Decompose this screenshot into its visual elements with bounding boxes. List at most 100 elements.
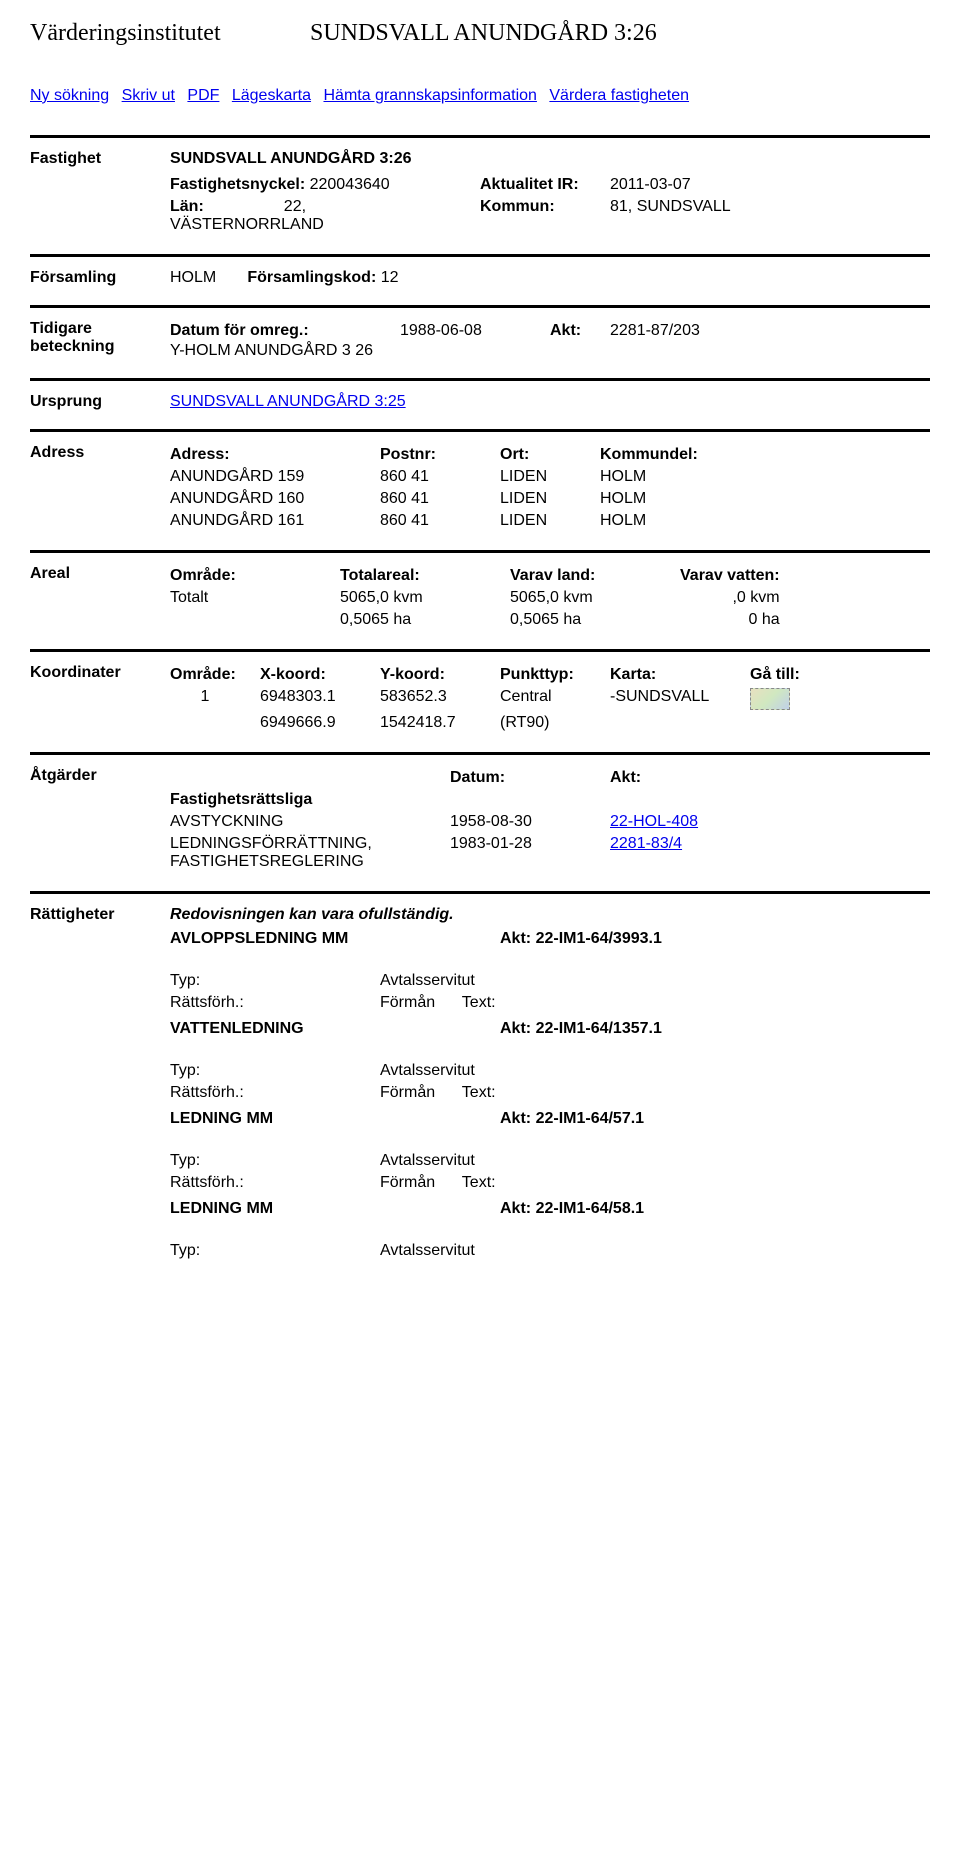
ursprung-link[interactable]: SUNDSVALL ANUNDGÅRD 3:25 — [170, 393, 406, 410]
forsamling-kod-value: 12 — [381, 269, 399, 286]
table-row: LEDNINGSFÖRRÄTTNING, FASTIGHETSREGLERING… — [170, 833, 718, 873]
header-left: Värderingsinstitutet — [30, 20, 310, 47]
rattigheter-akt-label: Akt: — [500, 1110, 531, 1127]
rattsforh-label: Rättsförh.: — [170, 1082, 380, 1104]
content-adress: Adress: Postnr: Ort: Kommundel: ANUNDGÅR… — [170, 444, 930, 532]
table-row: AVLOPPSLEDNING MM Akt: 22-IM1-64/3993.1 — [170, 928, 930, 950]
rattigheter-akt: Akt: 22-IM1-64/58.1 — [500, 1198, 930, 1220]
nav-vardera[interactable]: Värdera fastigheten — [549, 87, 689, 104]
label-atgarder: Åtgärder — [30, 767, 170, 873]
section-areal: Areal Område: Totalareal: Varav land: Va… — [30, 550, 930, 649]
koord-hdr-omrade: Område: — [170, 664, 260, 686]
koord-hdr-y: Y-koord: — [380, 664, 500, 686]
nav-ny-sokning[interactable]: Ny sökning — [30, 87, 109, 104]
map-link[interactable] — [750, 690, 790, 707]
table-row: ANUNDGÅRD 160 860 41 LIDEN HOLM — [170, 488, 718, 510]
content-atgarder: Datum: Akt: Fastighetsrättsliga AVSTYCKN… — [170, 767, 930, 873]
adress-cell: HOLM — [600, 466, 718, 488]
koord-cell: (RT90) — [500, 712, 610, 734]
text-label: Text: — [462, 1174, 496, 1191]
rattsforh-value: Förmån — [380, 994, 435, 1011]
nav-lageskarta[interactable]: Lägeskarta — [232, 87, 311, 104]
nav-grannskap[interactable]: Hämta grannskapsinformation — [323, 87, 536, 104]
table-row: Län: 22, VÄSTERNORRLAND Kommun: 81, SUND… — [170, 196, 751, 236]
table-row: ANUNDGÅRD 161 860 41 LIDEN HOLM — [170, 510, 718, 532]
adress-cell: LIDEN — [500, 488, 600, 510]
lan-label: Län: — [170, 198, 204, 215]
tidigare-table: Datum för omreg.: 1988-06-08 Akt: 2281-8… — [170, 320, 720, 342]
koord-hdr-punkt: Punkttyp: — [500, 664, 610, 686]
label-rattigheter: Rättigheter — [30, 906, 170, 1262]
section-tidigare: Tidigare beteckning Datum för omreg.: 19… — [30, 305, 930, 378]
table-row: Totalt 5065,0 kvm 5065,0 kvm ,0 kvm — [170, 587, 800, 609]
typ-value: Avtalsservitut — [380, 970, 516, 992]
adress-cell: LIDEN — [500, 466, 600, 488]
table-row: LEDNING MM Akt: 22-IM1-64/58.1 — [170, 1198, 930, 1220]
adress-cell: HOLM — [600, 488, 718, 510]
koord-cell: 6949666.9 — [260, 712, 380, 734]
content-ursprung: SUNDSVALL ANUNDGÅRD 3:25 — [170, 393, 930, 411]
fastighet-title: SUNDSVALL ANUNDGÅRD 3:26 — [170, 150, 930, 168]
areal-cell: 0 ha — [680, 609, 800, 631]
content-fastighet: SUNDSVALL ANUNDGÅRD 3:26 Fastighetsnycke… — [170, 150, 930, 236]
table-row: 6949666.9 1542418.7 (RT90) — [170, 712, 820, 734]
table-header: Adress: Postnr: Ort: Kommundel: — [170, 444, 718, 466]
kommun-value: 81, SUNDSVALL — [610, 196, 751, 236]
section-atgarder: Åtgärder Datum: Akt: Fastighetsrättsliga… — [30, 752, 930, 891]
adress-cell: HOLM — [600, 510, 718, 532]
section-ursprung: Ursprung SUNDSVALL ANUNDGÅRD 3:25 — [30, 378, 930, 429]
table-row: Rättsförh.: Förmån Text: — [170, 1172, 516, 1194]
koord-cell: 1542418.7 — [380, 712, 500, 734]
koord-cell — [170, 712, 260, 734]
rattigheter-title: AVLOPPSLEDNING MM — [170, 928, 500, 950]
content-rattigheter: Redovisningen kan vara ofullständig. AVL… — [170, 906, 930, 1262]
tidigare-datum-value: 1988-06-08 — [400, 320, 550, 342]
koord-cell: 583652.3 — [380, 686, 500, 712]
areal-cell: ,0 kvm — [680, 587, 800, 609]
nav-skriv-ut[interactable]: Skriv ut — [122, 87, 175, 104]
kommun-label: Kommun: — [480, 196, 610, 236]
nav-pdf[interactable]: PDF — [187, 87, 219, 104]
areal-hdr-vatten: Varav vatten: — [680, 565, 800, 587]
rattsforh-label: Rättsförh.: — [170, 992, 380, 1014]
table-row: Fastighetsnyckel: 220043640 Aktualitet I… — [170, 174, 751, 196]
rattigheter-title: LEDNING MM — [170, 1108, 500, 1130]
rattigheter-akt-value: 22-IM1-64/57.1 — [536, 1110, 645, 1127]
areal-cell: 5065,0 kvm — [510, 587, 680, 609]
table-row: Typ: Avtalsservitut — [170, 1060, 516, 1082]
areal-cell: 5065,0 kvm — [340, 587, 510, 609]
label-areal: Areal — [30, 565, 170, 631]
rattsforh-value: Förmån — [380, 1174, 435, 1191]
atgarder-akt-link[interactable]: 2281-83/4 — [610, 835, 682, 852]
atgarder-name: AVSTYCKNING — [170, 811, 450, 833]
adress-cell: LIDEN — [500, 510, 600, 532]
rattigheter-akt: Akt: 22-IM1-64/3993.1 — [500, 928, 930, 950]
koord-map-cell — [750, 686, 820, 712]
atgarder-akt-link[interactable]: 22-HOL-408 — [610, 813, 698, 830]
rattigheter-akt-label: Akt: — [500, 1020, 531, 1037]
label-koordinater: Koordinater — [30, 664, 170, 734]
rattsforh-label: Rättsförh.: — [170, 1172, 380, 1194]
map-icon — [750, 688, 790, 710]
tidigare-akt-value: 2281-87/203 — [610, 320, 720, 342]
content-koordinater: Område: X-koord: Y-koord: Punkttyp: Kart… — [170, 664, 930, 734]
atgarder-spacer — [170, 767, 450, 789]
table-header: Område: Totalareal: Varav land: Varav va… — [170, 565, 800, 587]
rattsforh-value: Förmån — [380, 1084, 435, 1101]
koord-hdr-x: X-koord: — [260, 664, 380, 686]
areal-table: Område: Totalareal: Varav land: Varav va… — [170, 565, 800, 631]
adress-cell: 860 41 — [380, 510, 500, 532]
rattigheter-note: Redovisningen kan vara ofullständig. — [170, 906, 930, 924]
tidigare-datum-label: Datum för omreg.: — [170, 320, 400, 342]
rattigheter-akt-label: Akt: — [500, 1200, 531, 1217]
rattigheter-detail: Typ: Avtalsservitut Rättsförh.: Förmån T… — [170, 1150, 516, 1194]
rattigheter-item: LEDNING MM Akt: 22-IM1-64/57.1 — [170, 1108, 930, 1130]
table-row: Rättsförh.: Förmån Text: — [170, 1082, 516, 1104]
typ-label: Typ: — [170, 1150, 380, 1172]
table-row: LEDNING MM Akt: 22-IM1-64/57.1 — [170, 1108, 930, 1130]
table-row: ANUNDGÅRD 159 860 41 LIDEN HOLM — [170, 466, 718, 488]
adress-table: Adress: Postnr: Ort: Kommundel: ANUNDGÅR… — [170, 444, 718, 532]
tidigare-name: Y-HOLM ANUNDGÅRD 3 26 — [170, 342, 930, 360]
table-row: Datum för omreg.: 1988-06-08 Akt: 2281-8… — [170, 320, 720, 342]
section-forsamling: Församling HOLM Församlingskod: 12 — [30, 254, 930, 305]
